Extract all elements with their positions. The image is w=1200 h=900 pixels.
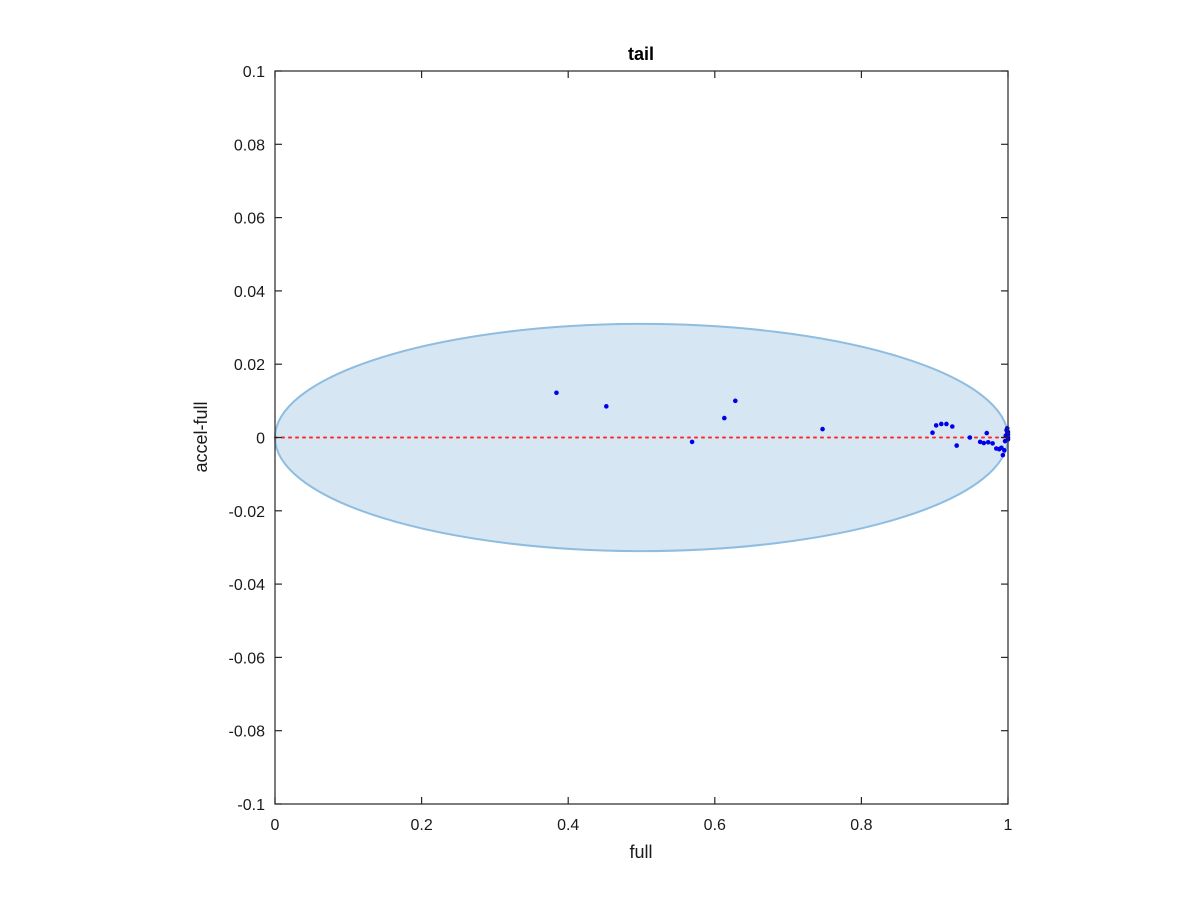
data-point <box>949 424 955 429</box>
y-tick-label: 0.06 <box>234 211 265 228</box>
data-point <box>990 441 995 446</box>
y-tick-label: -0.08 <box>229 724 266 741</box>
data-point <box>954 443 959 448</box>
data-point <box>933 423 939 428</box>
x-tick-label: 0 <box>271 817 280 834</box>
y-tick-label: -0.1 <box>237 797 265 814</box>
data-point <box>944 421 949 427</box>
data-point <box>1000 452 1006 458</box>
y-tick-label: 0.02 <box>234 357 265 374</box>
data-point <box>985 439 991 445</box>
data-point <box>930 430 935 436</box>
y-tick-label: -0.04 <box>229 577 266 594</box>
y-tick-label: -0.02 <box>229 504 266 521</box>
data-point <box>984 430 990 436</box>
data-point <box>733 398 738 404</box>
x-axis-label: full <box>629 842 652 862</box>
data-point <box>554 390 559 396</box>
data-point <box>820 426 825 432</box>
y-tick-label: 0.08 <box>234 137 265 154</box>
chart-title: tail <box>628 44 654 64</box>
y-tick-label: 0.04 <box>234 284 265 301</box>
x-tick-label: 0.4 <box>557 817 579 834</box>
data-point <box>938 421 944 427</box>
x-tick-label: 1 <box>1004 817 1013 834</box>
y-tick-label: -0.06 <box>229 650 266 667</box>
data-point <box>1002 448 1007 453</box>
y-axis-label: accel-full <box>191 401 211 472</box>
data-point <box>967 435 973 440</box>
y-tick-label: 0 <box>256 431 265 448</box>
x-tick-label: 0.2 <box>410 817 432 834</box>
x-axis-ticks: 0 0.2 0.4 0.6 0.8 1 <box>271 71 1013 834</box>
x-tick-label: 0.6 <box>704 817 726 834</box>
data-point <box>722 415 727 421</box>
data-point <box>981 440 987 446</box>
data-point <box>977 439 983 445</box>
y-axis-ticks: -0.1 -0.08 -0.06 -0.04 -0.02 0 0.02 0.04 0.06 0.0… <box>229 64 1008 814</box>
y-tick-label: 0.1 <box>243 64 265 81</box>
data-point <box>604 404 609 409</box>
x-tick-label: 0.8 <box>850 817 872 834</box>
data-point <box>689 439 695 445</box>
